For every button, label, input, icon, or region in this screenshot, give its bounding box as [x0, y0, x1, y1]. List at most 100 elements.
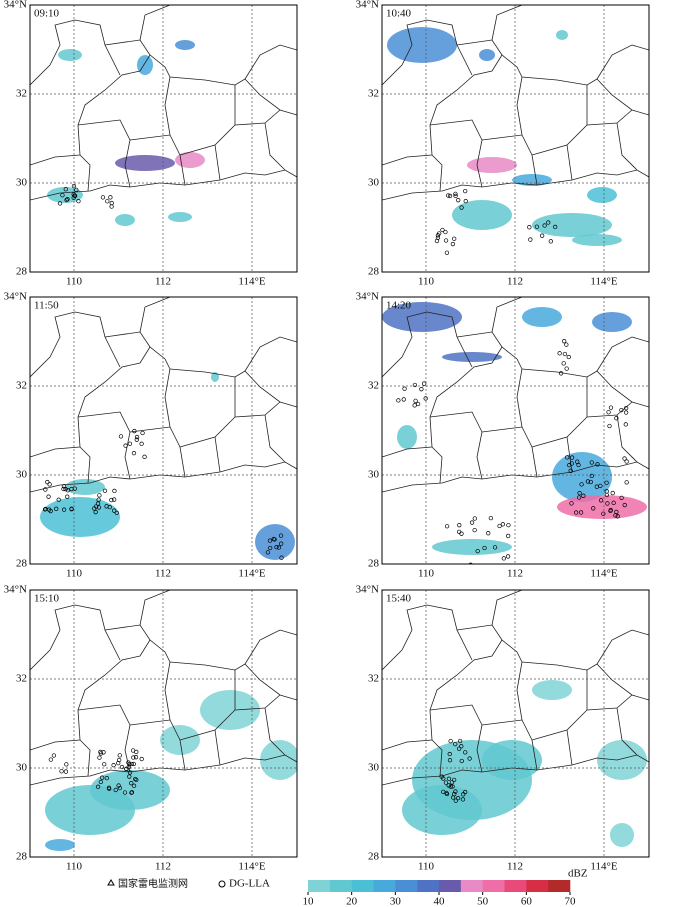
panel-frame [29, 4, 298, 273]
lightning [569, 461, 574, 466]
lightning [131, 761, 136, 767]
lon-label: 114°E [238, 861, 265, 873]
lightning [106, 786, 112, 791]
boundary [481, 719, 538, 771]
lon-label: 112 [507, 276, 523, 288]
colorbar-swatch [526, 880, 549, 892]
radar-echo [255, 524, 295, 560]
boundary [164, 76, 171, 136]
lightning [448, 784, 453, 789]
lightning [131, 755, 136, 760]
boundary [30, 54, 297, 166]
lightning [142, 454, 147, 459]
colorbar-swatch [373, 880, 396, 892]
radar-echo [452, 200, 512, 230]
lightning [467, 756, 472, 761]
boundary [77, 119, 131, 188]
radar-echo [572, 234, 622, 246]
lightning [63, 187, 68, 192]
lat-label: 28 [368, 558, 380, 570]
lightning [112, 488, 117, 494]
lightning [63, 769, 69, 774]
radar-echo [402, 785, 482, 835]
lightning [422, 381, 427, 386]
radar-echo [115, 155, 175, 171]
boundary [431, 739, 443, 777]
lightning [64, 762, 69, 767]
lightning [61, 507, 67, 512]
lat-label: 34°N [4, 584, 27, 596]
lightning [127, 762, 132, 767]
lightning [463, 188, 468, 194]
lightning [133, 755, 139, 760]
radar-echo [552, 452, 612, 502]
radar-echo [175, 40, 195, 50]
map-content [382, 5, 649, 272]
lightning [486, 531, 491, 536]
lightning [468, 562, 473, 564]
boundary [456, 331, 503, 348]
boundary [30, 604, 121, 671]
lightning [589, 460, 594, 465]
lon-label: 114°E [590, 861, 617, 873]
boundary [264, 707, 286, 756]
lightning [443, 229, 448, 235]
lightning [57, 201, 63, 206]
lightning [93, 504, 99, 509]
lightning [46, 494, 51, 499]
lightning [401, 397, 406, 402]
lightning [48, 508, 53, 514]
boundary [139, 297, 171, 333]
lightning [461, 792, 466, 797]
boundary [179, 377, 236, 448]
lightning [505, 554, 511, 559]
boundary [491, 5, 523, 41]
lightning [56, 497, 61, 502]
lightning [132, 428, 137, 434]
lon-label: 114°E [238, 568, 265, 580]
lon-label: 110 [418, 568, 435, 580]
boundary [77, 704, 131, 773]
lightning [576, 495, 582, 500]
boundary [214, 729, 221, 766]
radar-echo [58, 49, 82, 61]
lightning [65, 494, 70, 499]
boundary [531, 85, 588, 156]
lightning [591, 506, 596, 511]
lightning [449, 780, 455, 785]
boundary [30, 311, 121, 378]
lightning [460, 797, 466, 802]
lightning [565, 455, 570, 460]
lightning [492, 545, 498, 550]
panel-time: 11:50 [34, 300, 59, 312]
boundary [531, 670, 588, 741]
lightning [111, 763, 116, 768]
boundary [566, 436, 573, 473]
lightning [463, 750, 468, 755]
lightning [598, 498, 604, 503]
lightning [412, 403, 417, 408]
lightning [608, 405, 614, 410]
lightning [614, 416, 619, 421]
lightning [423, 396, 428, 401]
lightning [109, 200, 114, 206]
boundary [129, 134, 186, 186]
radar-echo [65, 479, 105, 495]
lightning [447, 751, 452, 757]
map-panel: 14:20 34°N 32 30 28 110 112 114°E [356, 291, 650, 580]
lightning [139, 441, 144, 446]
colorbar-swatch [504, 880, 527, 892]
colorbar-unit: dBZ [568, 868, 588, 880]
radar-echo [200, 690, 260, 730]
boundary [264, 122, 286, 171]
colorbar-swatch [417, 880, 440, 892]
lightning [43, 487, 48, 492]
lightning [459, 758, 464, 764]
radar-echo [587, 187, 617, 203]
lightning [97, 493, 102, 498]
map-content [382, 590, 649, 857]
lightning [579, 482, 584, 487]
colorbar-swatch [395, 880, 418, 892]
lightning [444, 524, 450, 529]
lightning [446, 193, 451, 198]
